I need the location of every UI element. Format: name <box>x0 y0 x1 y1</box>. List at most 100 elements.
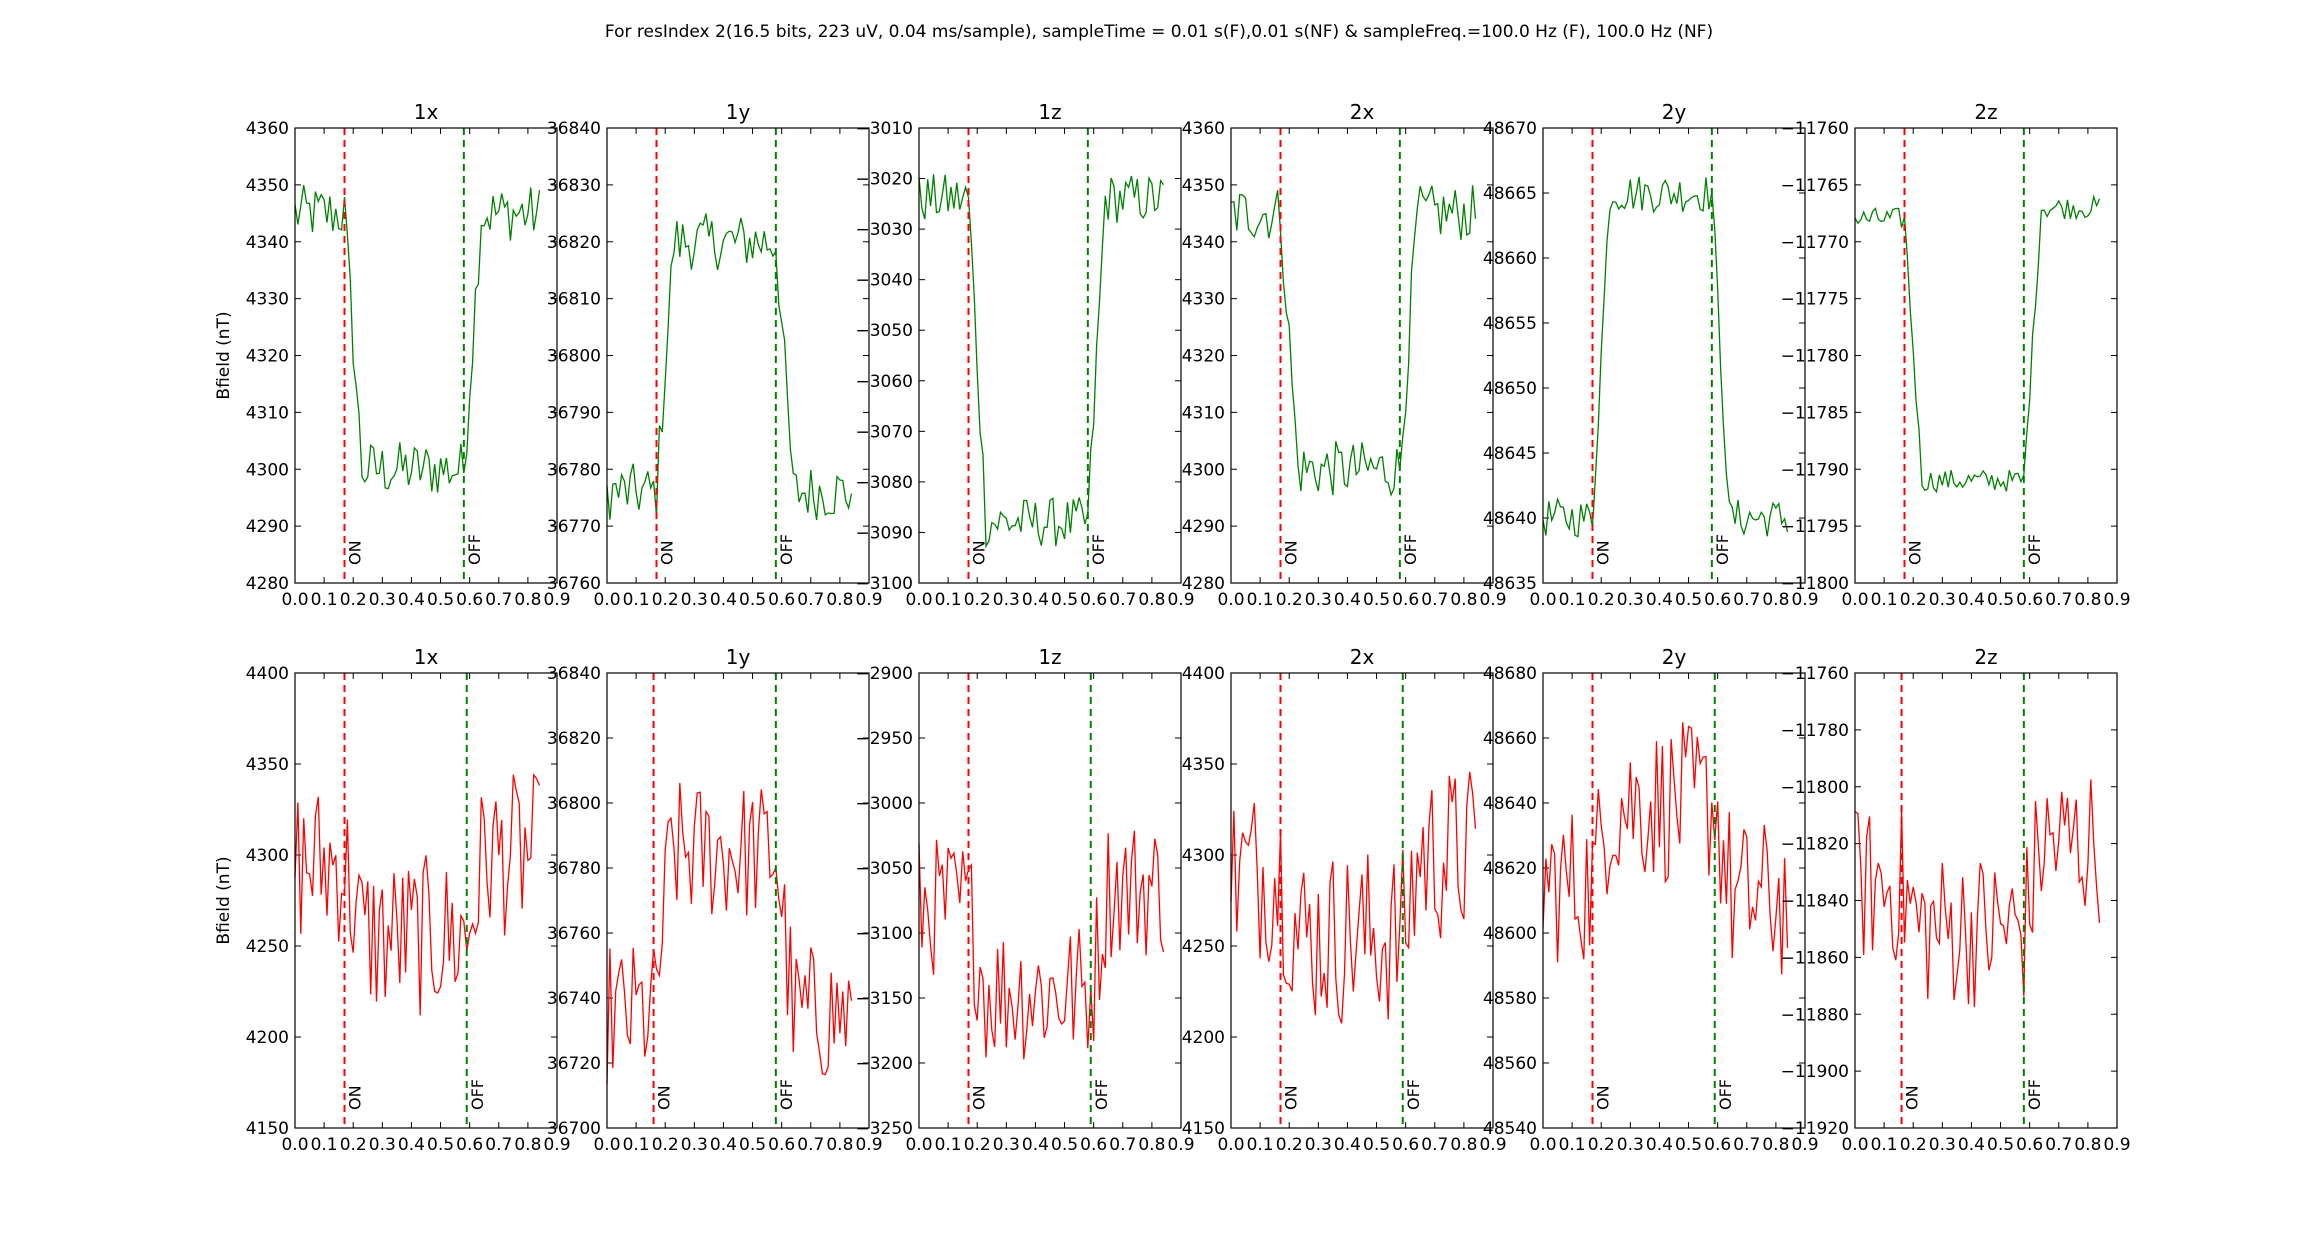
y-tick-label: 36760 <box>547 574 601 594</box>
y-tick-label: 4280 <box>246 574 289 594</box>
x-tick-label: 0.9 <box>1479 590 1506 610</box>
subplot-title: 1z <box>1038 100 1061 124</box>
y-tick-label: 48665 <box>1483 184 1537 204</box>
x-tick-label: 0.4 <box>710 590 737 610</box>
plot-frame <box>1854 127 2118 584</box>
y-tick-label: 48580 <box>1483 989 1537 1009</box>
x-tick-label: 0.6 <box>2016 1135 2043 1155</box>
y-tick-label: 36790 <box>547 403 601 423</box>
subplot-2y-unfiltered: 2y 48540 48560 48580 48600 48620 48640 48660 486… <box>1483 645 1819 1155</box>
on-marker-label: ON <box>1905 540 1924 565</box>
y-tick-label: −3100 <box>855 924 913 944</box>
y-tick-label: −11760 <box>1781 119 1849 139</box>
subplot-1y-filtered: 1y 36760 36770 36780 36790 36800 36810 36820 368… <box>547 100 883 610</box>
plot-frame <box>294 672 558 1129</box>
x-tick-label: 0.1 <box>935 590 962 610</box>
y-tick-label: −11900 <box>1781 1062 1849 1082</box>
x-tick-label: 0.0 <box>1841 1135 1868 1155</box>
x-tick-label: 0.3 <box>1305 590 1332 610</box>
plot-frame <box>1230 127 1494 584</box>
y-tick-label: 4320 <box>246 347 289 367</box>
off-marker-label: OFF <box>1716 1079 1735 1110</box>
y-tick-label: 4200 <box>1182 1028 1225 1048</box>
plot-frame <box>1854 672 2118 1129</box>
x-tick-label: 0.8 <box>1450 590 1477 610</box>
x-tick-label: 0.4 <box>1334 1135 1361 1155</box>
on-marker-label: ON <box>345 540 364 565</box>
x-tick-label: 0.3 <box>1929 590 1956 610</box>
series-line <box>918 830 1165 1060</box>
y-tick-label: −3150 <box>855 989 913 1009</box>
y-tick-label: −2900 <box>855 664 913 684</box>
x-tick-label: 0.8 <box>826 1135 853 1155</box>
y-tick-label: 48640 <box>1483 509 1537 529</box>
x-tick-label: 0.6 <box>456 590 483 610</box>
y-tick-label: 48620 <box>1483 859 1537 879</box>
x-tick-label: 0.0 <box>593 590 620 610</box>
x-tick-label: 0.1 <box>623 1135 650 1155</box>
x-tick-label: 0.4 <box>1646 1135 1673 1155</box>
x-tick-label: 0.7 <box>1109 1135 1136 1155</box>
subplot-title: 2z <box>1974 645 1997 669</box>
y-tick-label: 4290 <box>1182 517 1225 537</box>
x-tick-label: 0.6 <box>1080 1135 1107 1155</box>
x-tick-label: 0.8 <box>1138 590 1165 610</box>
x-tick-label: 0.2 <box>652 590 679 610</box>
y-tick-label: −3070 <box>855 422 913 442</box>
x-tick-label: 0.3 <box>369 1135 396 1155</box>
on-marker-label: ON <box>1593 1085 1612 1110</box>
y-tick-label: 4350 <box>1182 755 1225 775</box>
y-tick-label: 36770 <box>547 517 601 537</box>
x-tick-label: 0.6 <box>1704 1135 1731 1155</box>
x-tick-label: 0.9 <box>1167 1135 1194 1155</box>
series-line <box>1854 779 2101 1008</box>
y-tick-label: −11800 <box>1781 778 1849 798</box>
y-tick-label: −11785 <box>1781 403 1849 423</box>
subplot-title: 2y <box>1662 645 1687 669</box>
y-tick-label: 48645 <box>1483 444 1537 464</box>
y-tick-label: 4200 <box>246 1028 289 1048</box>
y-tick-label: −3080 <box>855 473 913 493</box>
x-tick-label: 0.0 <box>1529 590 1556 610</box>
subplot-title: 2x <box>1350 100 1375 124</box>
y-tick-label: 48660 <box>1483 729 1537 749</box>
y-tick-label: 4300 <box>1182 846 1225 866</box>
x-tick-label: 0.7 <box>485 1135 512 1155</box>
y-tick-label: 4360 <box>246 119 289 139</box>
y-tick-label: −11760 <box>1781 664 1849 684</box>
plot-frame <box>606 672 870 1129</box>
subplot-1y-unfiltered: 1y 36700 36720 36740 36760 36780 36800 36820 368… <box>547 645 883 1155</box>
y-tick-label: 48560 <box>1483 1054 1537 1074</box>
y-tick-label: 48540 <box>1483 1119 1537 1139</box>
plot-frame <box>1542 672 1806 1129</box>
x-tick-label: 0.7 <box>1733 590 1760 610</box>
subplot-title: 1x <box>414 100 439 124</box>
x-tick-label: 0.8 <box>514 590 541 610</box>
on-marker-label: ON <box>969 540 988 565</box>
y-tick-label: −3100 <box>855 574 913 594</box>
series-line <box>294 184 541 493</box>
x-tick-label: 0.4 <box>710 1135 737 1155</box>
y-tick-label: 36820 <box>547 233 601 253</box>
y-tick-label: 48660 <box>1483 249 1537 269</box>
x-tick-label: 0.8 <box>2074 1135 2101 1155</box>
x-tick-label: 0.4 <box>398 590 425 610</box>
x-tick-label: 0.1 <box>1871 590 1898 610</box>
x-tick-label: 0.9 <box>2103 1135 2130 1155</box>
y-tick-label: −11840 <box>1781 892 1849 912</box>
subplot-2x-filtered: 2x 4280 4290 4300 4310 4320 4330 4340 4350 4360 0.… <box>1182 100 1507 610</box>
x-tick-label: 0.1 <box>311 590 338 610</box>
x-tick-label: 0.3 <box>1617 590 1644 610</box>
x-tick-label: 0.3 <box>1617 1135 1644 1155</box>
y-tick-label: 36830 <box>547 176 601 196</box>
on-marker-label: ON <box>1903 1085 1922 1110</box>
plot-frame <box>918 127 1182 584</box>
y-tick-label: 48655 <box>1483 314 1537 334</box>
y-tick-label: 4310 <box>1182 403 1225 423</box>
on-marker-label: ON <box>1281 540 1300 565</box>
on-marker-label: ON <box>969 1085 988 1110</box>
x-tick-label: 0.5 <box>1675 590 1702 610</box>
x-tick-label: 0.2 <box>340 590 367 610</box>
x-tick-label: 0.7 <box>485 590 512 610</box>
x-tick-label: 0.2 <box>1276 1135 1303 1155</box>
